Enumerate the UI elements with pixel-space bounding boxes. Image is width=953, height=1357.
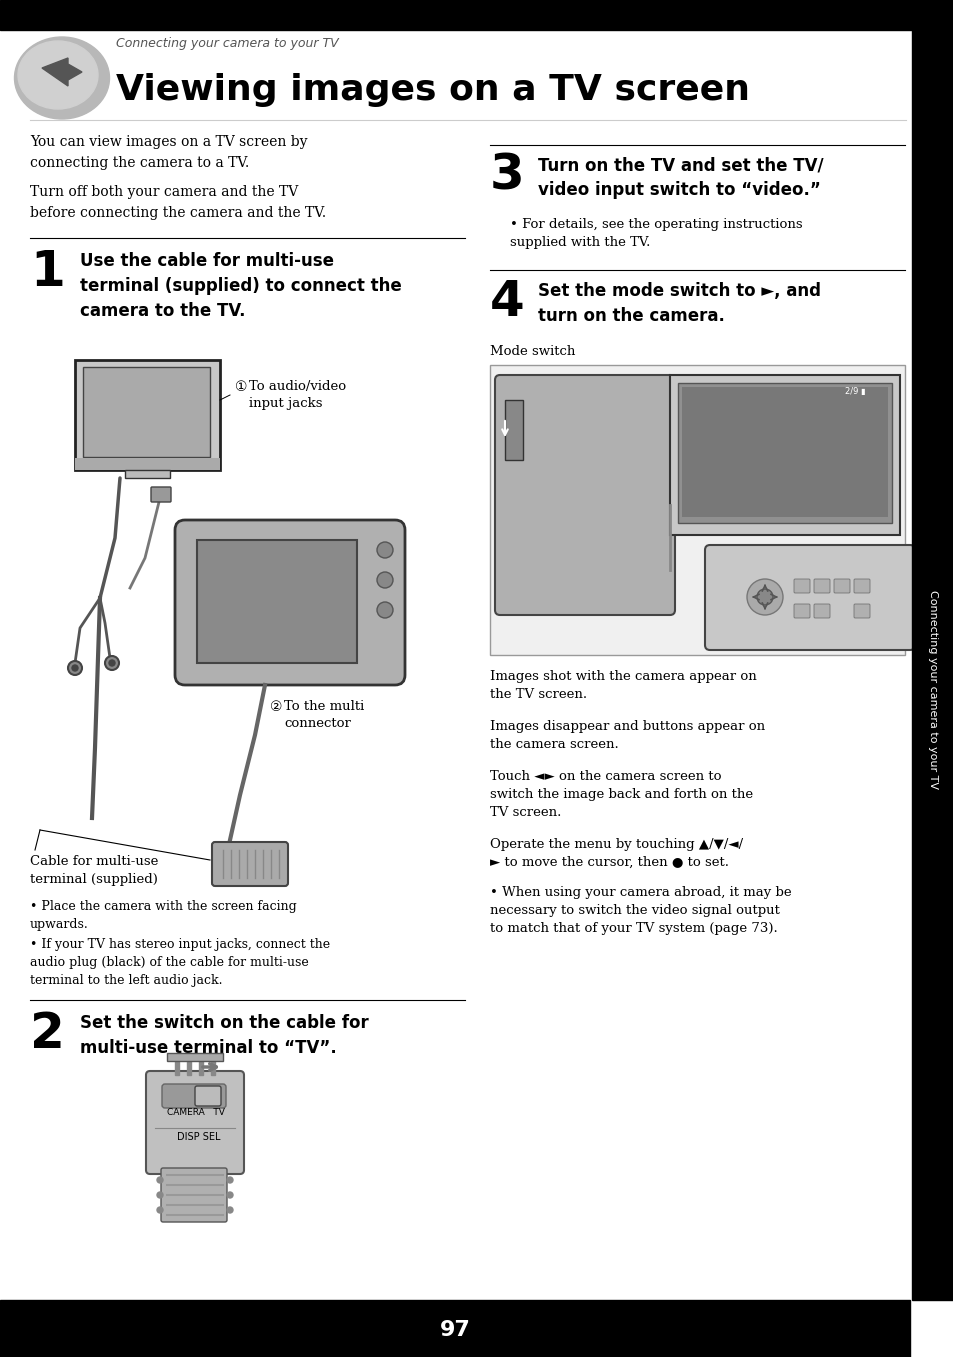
Circle shape	[109, 660, 115, 666]
FancyBboxPatch shape	[162, 1084, 226, 1109]
FancyBboxPatch shape	[161, 1168, 227, 1223]
Text: To the multi
connector: To the multi connector	[284, 700, 364, 730]
FancyBboxPatch shape	[75, 360, 220, 470]
Circle shape	[376, 541, 393, 558]
Circle shape	[157, 1177, 163, 1183]
Bar	[125, 470, 170, 478]
FancyBboxPatch shape	[174, 520, 405, 685]
FancyBboxPatch shape	[669, 375, 899, 535]
FancyBboxPatch shape	[495, 375, 675, 615]
Text: Images disappear and buttons appear on
the camera screen.: Images disappear and buttons appear on t…	[490, 721, 764, 750]
Text: Use the cable for multi-use
terminal (supplied) to connect the
camera to the TV.: Use the cable for multi-use terminal (su…	[80, 252, 401, 320]
FancyBboxPatch shape	[146, 1071, 244, 1174]
Bar	[187, 1057, 191, 1075]
FancyBboxPatch shape	[813, 604, 829, 617]
Text: CAMERA   TV: CAMERA TV	[167, 1109, 225, 1117]
Bar	[490, 365, 904, 655]
Ellipse shape	[18, 41, 98, 109]
Text: Turn off both your camera and the TV
before connecting the camera and the TV.: Turn off both your camera and the TV bef…	[30, 185, 326, 220]
Circle shape	[227, 1206, 233, 1213]
Bar	[83, 366, 210, 457]
Text: • When using your camera abroad, it may be
necessary to switch the video signal : • When using your camera abroad, it may …	[490, 886, 791, 935]
Circle shape	[376, 573, 393, 588]
FancyBboxPatch shape	[853, 604, 869, 617]
Bar	[504, 400, 522, 460]
Text: 3: 3	[490, 152, 524, 199]
Text: Mode switch: Mode switch	[490, 345, 575, 358]
Text: 2/9 ▮: 2/9 ▮	[844, 387, 864, 396]
FancyBboxPatch shape	[833, 579, 849, 593]
Bar	[75, 459, 220, 470]
Circle shape	[227, 1177, 233, 1183]
Polygon shape	[42, 58, 82, 85]
Text: Images shot with the camera appear on
the TV screen.: Images shot with the camera appear on th…	[490, 670, 756, 702]
FancyBboxPatch shape	[793, 604, 809, 617]
FancyBboxPatch shape	[853, 579, 869, 593]
Circle shape	[746, 579, 782, 615]
Text: 4: 4	[490, 278, 524, 326]
Bar	[681, 387, 887, 517]
Circle shape	[68, 661, 82, 674]
Circle shape	[157, 1206, 163, 1213]
FancyBboxPatch shape	[212, 841, 288, 886]
FancyBboxPatch shape	[151, 487, 171, 502]
Text: Cable for multi-use
terminal (supplied): Cable for multi-use terminal (supplied)	[30, 855, 158, 886]
Text: Operate the menu by touching ▲/▼/◄/
► to move the cursor, then ● to set.: Operate the menu by touching ▲/▼/◄/ ► to…	[490, 839, 742, 868]
Text: Viewing images on a TV screen: Viewing images on a TV screen	[116, 73, 749, 107]
Circle shape	[376, 603, 393, 617]
Text: 97: 97	[439, 1320, 470, 1339]
FancyBboxPatch shape	[813, 579, 829, 593]
Text: Set the switch on the cable for
multi-use terminal to “TV”.: Set the switch on the cable for multi-us…	[80, 1014, 369, 1057]
Text: • Place the camera with the screen facing
upwards.: • Place the camera with the screen facin…	[30, 900, 296, 931]
Text: ①: ①	[234, 380, 247, 394]
Bar	[678, 383, 891, 522]
FancyBboxPatch shape	[793, 579, 809, 593]
Text: ②: ②	[270, 700, 282, 714]
Circle shape	[157, 1191, 163, 1198]
Ellipse shape	[14, 37, 110, 119]
Circle shape	[227, 1191, 233, 1198]
Bar	[167, 1053, 223, 1061]
Circle shape	[71, 665, 78, 670]
Text: Touch ◄► on the camera screen to
switch the image back and forth on the
TV scree: Touch ◄► on the camera screen to switch …	[490, 769, 752, 820]
Text: Connecting your camera to your TV: Connecting your camera to your TV	[116, 38, 338, 50]
Text: Turn on the TV and set the TV/
video input switch to “video.”: Turn on the TV and set the TV/ video inp…	[537, 156, 822, 199]
Bar	[196, 540, 356, 664]
Text: 2: 2	[30, 1010, 65, 1058]
Bar	[174, 1057, 179, 1075]
Text: To audio/video
input jacks: To audio/video input jacks	[249, 380, 346, 410]
Bar	[211, 1057, 214, 1075]
Text: • For details, see the operating instructions
supplied with the TV.: • For details, see the operating instruc…	[510, 218, 801, 248]
Text: DISP SEL: DISP SEL	[177, 1132, 220, 1143]
FancyBboxPatch shape	[194, 1086, 221, 1106]
Bar	[0, 1300, 909, 1357]
Bar	[0, 0, 953, 30]
Circle shape	[757, 589, 772, 605]
FancyBboxPatch shape	[704, 546, 914, 650]
Text: 1: 1	[30, 248, 65, 296]
Text: Connecting your camera to your TV: Connecting your camera to your TV	[927, 590, 937, 790]
Text: • If your TV has stereo input jacks, connect the
audio plug (black) of the cable: • If your TV has stereo input jacks, con…	[30, 938, 330, 987]
Bar	[199, 1057, 203, 1075]
Text: Set the mode switch to ►, and
turn on the camera.: Set the mode switch to ►, and turn on th…	[537, 282, 821, 324]
Bar	[911, 30, 953, 1300]
Circle shape	[105, 655, 119, 670]
Text: You can view images on a TV screen by
connecting the camera to a TV.: You can view images on a TV screen by co…	[30, 134, 307, 170]
